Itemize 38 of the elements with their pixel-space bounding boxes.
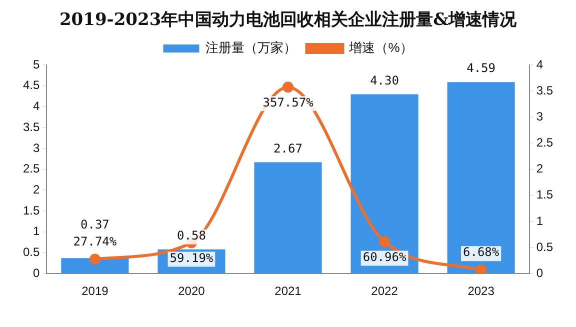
legend-label: 注册量（万家）	[206, 40, 297, 56]
y2-tick-label: 2.5	[536, 136, 554, 150]
x-tick-label: 2023	[468, 284, 495, 298]
y2-tick-label: 0.5	[536, 240, 554, 254]
y2-tick-label: 1.5	[536, 188, 554, 202]
y-tick-label: 1.5	[22, 203, 40, 218]
y-tick-label: 3	[32, 140, 40, 155]
data-label: 2.67	[274, 141, 302, 156]
y-tick-label: 1	[32, 224, 40, 238]
x-tick-label: 2019	[82, 284, 109, 298]
data-label: 357.57%	[262, 95, 314, 110]
y-tick-label: 0	[32, 266, 40, 280]
data-label: 59.19%	[170, 250, 214, 265]
legend-label: 增速（%）	[348, 40, 413, 56]
y-tick-label: 2.5	[22, 162, 40, 176]
y2-tick-label: 3.5	[536, 83, 554, 98]
data-label: 6.68%	[462, 245, 500, 260]
y-tick-label: 3.5	[22, 120, 40, 134]
y2-tick-label: 2	[536, 162, 544, 176]
chart-title: 2019-2023年中国动力电池回收相关企业注册量&增速情况	[58, 9, 518, 32]
data-label: 60.96%	[362, 250, 407, 264]
y-tick-label: 4.5	[22, 78, 40, 92]
y2-tick-label: 3	[536, 109, 544, 124]
data-label: 27.74%	[73, 234, 118, 248]
data-label: 4.30	[370, 73, 399, 88]
y2-tick-label: 4	[536, 57, 544, 72]
x-tick-label: 2020	[178, 284, 206, 298]
y-tick-label: 4	[32, 99, 40, 114]
y2-tick-label: 1	[536, 214, 544, 228]
x-tick-label: 2022	[371, 284, 398, 298]
y-tick-label: 2	[32, 182, 40, 196]
data-label: 0.58	[177, 228, 206, 243]
data-label: 4.59	[466, 61, 496, 76]
x-tick-label: 2021	[274, 284, 302, 298]
y-tick-label: 0.5	[22, 245, 40, 260]
y2-tick-label: 0	[536, 266, 544, 280]
y-tick-label: 5	[32, 57, 40, 72]
data-label: 0.37	[80, 217, 110, 232]
